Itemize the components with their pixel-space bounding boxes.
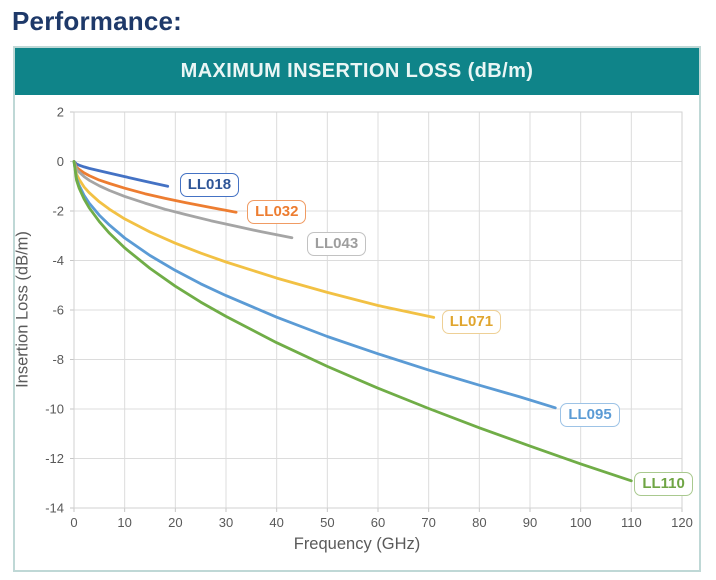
series-label-ll018: LL018: [179, 173, 240, 198]
series-curve-ll095: [72, 160, 557, 410]
chart-title: MAXIMUM INSERTION LOSS (dB/m): [180, 60, 534, 82]
x-tick-label: 0: [70, 515, 77, 530]
chart-header-bar: MAXIMUM INSERTION LOSS (dB/m): [15, 48, 699, 95]
x-tick-label: 10: [117, 515, 131, 530]
x-axis-title: Frequency (GHz): [293, 535, 421, 553]
plot-canvas: 0 10 20 30 40 50 60 70 80 90 100 110 12020-2-4-6-8-1…: [45, 105, 693, 531]
series-label-ll032: LL032: [247, 200, 307, 225]
series-curve-ll071: [72, 160, 436, 319]
plot-border: [73, 111, 683, 509]
y-tick-label: -8: [52, 352, 64, 367]
x-tick-label: 50: [320, 515, 334, 530]
y-axis-title: Insertion Loss (dB/m): [13, 231, 32, 388]
series-label-ll095: LL095: [560, 402, 620, 427]
x-tick-label: 120: [671, 515, 693, 530]
x-tick-label: 40: [269, 515, 283, 530]
y-tick-label: -4: [52, 253, 64, 268]
y-tick-label: -2: [52, 204, 64, 219]
series-label-ll110: LL110: [634, 471, 693, 496]
y-tick-label: -12: [45, 451, 64, 466]
chart-card: MAXIMUM INSERTION LOSS (dB/m) 0 10 20 30 40 5…: [13, 46, 701, 572]
series-curve-ll032: [72, 160, 238, 214]
y-tick-label: 2: [57, 105, 64, 120]
x-tick-label: 90: [523, 515, 537, 530]
series-label-ll043: LL043: [306, 231, 367, 256]
insertion-loss-chart: 0 10 20 30 40 50 60 70 80 90 100 110 120 2 0 -2 -4 -6 -8 -1…: [13, 95, 699, 570]
y-tick-label: -10: [45, 402, 64, 417]
x-tick-label: 70: [421, 515, 435, 530]
x-tick-label: 20: [168, 515, 182, 530]
x-tick-label: 60: [371, 515, 385, 530]
series-label-ll071: LL071: [441, 310, 502, 335]
series-curve-ll018: [72, 160, 170, 188]
y-tick-label: 0: [57, 154, 64, 169]
x-tick-label: 100: [570, 515, 592, 530]
x-tick-label: 110: [621, 515, 642, 530]
series-curve-ll043: [72, 160, 294, 240]
series-curve-ll110: [72, 160, 633, 483]
x-tick-label: 80: [472, 515, 486, 530]
page-title: Performance:: [12, 6, 183, 36]
x-tick-label: 30: [219, 515, 233, 530]
y-tick-label: -6: [52, 303, 64, 318]
y-tick-label: -14: [45, 501, 64, 516]
